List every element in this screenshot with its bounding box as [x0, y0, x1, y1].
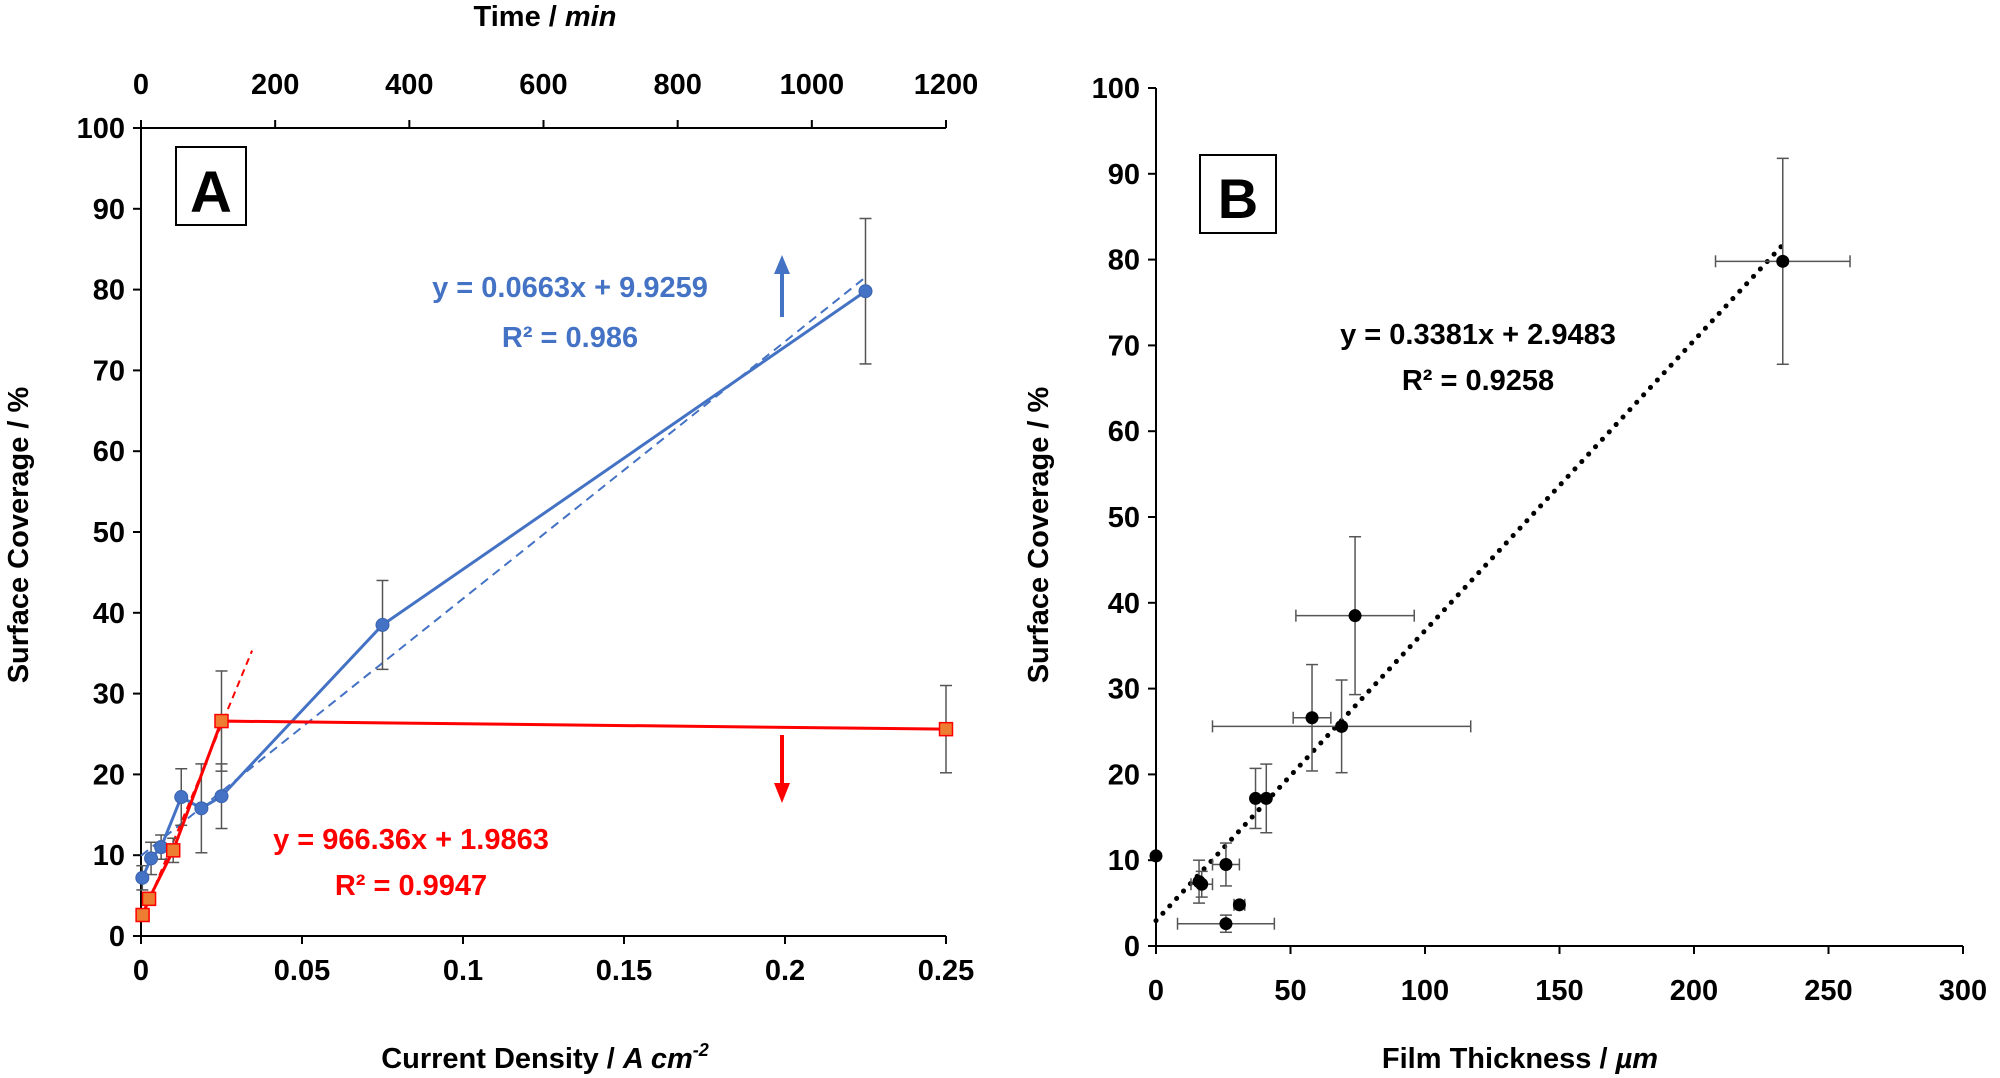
- panel-b-x-axis-title: Film Thickness / µm: [1382, 1043, 1658, 1075]
- panel-b-y-tick-label: 100: [1092, 73, 1140, 105]
- panel-a: A Time / min Current Density / A cm-2 Su…: [3, 1, 790, 1075]
- panel-a-y-tick-label: 40: [93, 598, 125, 630]
- blue-trend-r2: R² = 0.986: [502, 322, 638, 354]
- data-point: [1348, 609, 1362, 623]
- panel-b-y-tick-label: 90: [1108, 159, 1140, 191]
- panel-b-y-tick-label: 80: [1108, 245, 1140, 277]
- black-trend-equation: y = 0.3381x + 2.9483: [1340, 319, 1616, 351]
- panel-b-y-axis-title: Surface Coverage / %: [1023, 387, 1055, 684]
- panel-b-label: B: [1218, 167, 1258, 230]
- blue-point: [135, 870, 150, 885]
- panel-b-x-tick-label: 0: [1148, 975, 1164, 1007]
- panel-a-y-tick-label: 0: [109, 921, 125, 953]
- panel-b-label-box: [1199, 154, 1277, 234]
- panel-a-y-tick-label: 20: [93, 759, 125, 791]
- red-point: [135, 907, 150, 923]
- blue-point: [144, 851, 159, 866]
- panel-b-plot: 0 10 20 30 40 50 60 70 80 90 100 0 50 100 150 200 250 300: [1092, 73, 1988, 1007]
- bottom-x-tick-label: 0.2: [765, 955, 805, 987]
- bottom-x-tick-label: 0.15: [596, 955, 652, 987]
- panel-b-x-tick-label: 150: [1535, 975, 1583, 1007]
- panel-b-x-tick-label: 50: [1274, 975, 1306, 1007]
- panel-a-y-tick-label: 60: [93, 436, 125, 468]
- arrow-up-blue: [774, 255, 790, 317]
- blue-series-line: [140, 289, 867, 879]
- panel-a-label: A: [190, 160, 232, 225]
- arrow-down-red: [774, 735, 790, 803]
- red-trend-equation: y = 966.36x + 1.9863: [273, 824, 549, 856]
- panel-b-x-tick-label: 200: [1670, 975, 1718, 1007]
- red-point: [938, 721, 954, 737]
- top-x-tick-label: 1200: [914, 69, 979, 101]
- top-axis-title: Time / min: [474, 1, 617, 33]
- bottom-x-tick-label: 0: [133, 955, 149, 987]
- bottom-x-tick-label: 0.1: [443, 955, 483, 987]
- blue-point: [375, 617, 390, 632]
- panel-b-y-tick-label: 30: [1108, 674, 1140, 706]
- top-x-tick-label: 1000: [780, 69, 845, 101]
- data-point: [1259, 791, 1273, 805]
- black-trendline: [1153, 242, 1786, 924]
- panel-a-y-tick-label: 30: [93, 679, 125, 711]
- red-trend-r2: R² = 0.9947: [335, 870, 487, 902]
- red-point: [141, 891, 157, 907]
- panel-b-y-tick-label: 60: [1108, 416, 1140, 448]
- blue-point: [214, 789, 229, 804]
- blue-point: [174, 790, 189, 805]
- red-point: [165, 843, 181, 858]
- panel-b: B Film Thickness / µm Surface Coverage /…: [1023, 154, 1658, 1075]
- panel-b-y-tick-label: 20: [1108, 759, 1140, 791]
- panel-a-y-tick-label: 70: [93, 355, 125, 387]
- panel-b-y-tick-label: 70: [1108, 330, 1140, 362]
- data-point: [1149, 849, 1163, 863]
- black-trend-r2: R² = 0.9258: [1402, 365, 1554, 397]
- blue-point: [194, 801, 209, 816]
- panel-a-y-tick-label: 10: [93, 840, 125, 872]
- blue-trendline: [140, 276, 867, 857]
- data-point: [1776, 254, 1790, 268]
- data-point: [1232, 898, 1246, 912]
- red-point: [214, 713, 229, 729]
- data-point: [1219, 917, 1233, 931]
- top-x-tick-label: 400: [385, 69, 433, 101]
- blue-point: [858, 284, 873, 299]
- data-point: [1305, 711, 1319, 725]
- top-x-tick-label: 800: [653, 69, 701, 101]
- panel-a-y-tick-label: 90: [93, 194, 125, 226]
- data-point: [1335, 719, 1349, 733]
- panel-a-y-tick-label: 80: [93, 275, 125, 307]
- top-x-tick-label: 600: [519, 69, 567, 101]
- panel-b-x-tick-label: 300: [1939, 975, 1987, 1007]
- panel-b-y-tick-label: 40: [1108, 588, 1140, 620]
- bottom-axis-title: Current Density / A cm-2: [381, 1040, 709, 1075]
- data-point: [1192, 875, 1206, 889]
- data-point: [1249, 791, 1263, 805]
- panel-b-y-tick-label: 50: [1108, 502, 1140, 534]
- blue-trend-equation: y = 0.0663x + 9.9259: [432, 272, 708, 304]
- panel-b-x-tick-label: 100: [1401, 975, 1449, 1007]
- blue-point: [154, 840, 169, 855]
- panel-b-x-tick-label: 250: [1804, 975, 1852, 1007]
- panel-a-y-tick-label: 100: [77, 113, 125, 145]
- panel-a-label-box: [175, 146, 247, 226]
- panel-a-y-tick-label: 50: [93, 517, 125, 549]
- panel-a-y-axis-title: Surface Coverage / %: [3, 387, 35, 684]
- top-x-tick-label: 0: [133, 69, 149, 101]
- bottom-x-tick-label: 0.25: [918, 955, 974, 987]
- bottom-x-tick-label: 0.05: [274, 955, 330, 987]
- top-x-tick-label: 200: [251, 69, 299, 101]
- data-point: [1219, 857, 1233, 871]
- panel-b-y-tick-label: 10: [1108, 845, 1140, 877]
- panel-b-y-tick-label: 0: [1124, 931, 1140, 963]
